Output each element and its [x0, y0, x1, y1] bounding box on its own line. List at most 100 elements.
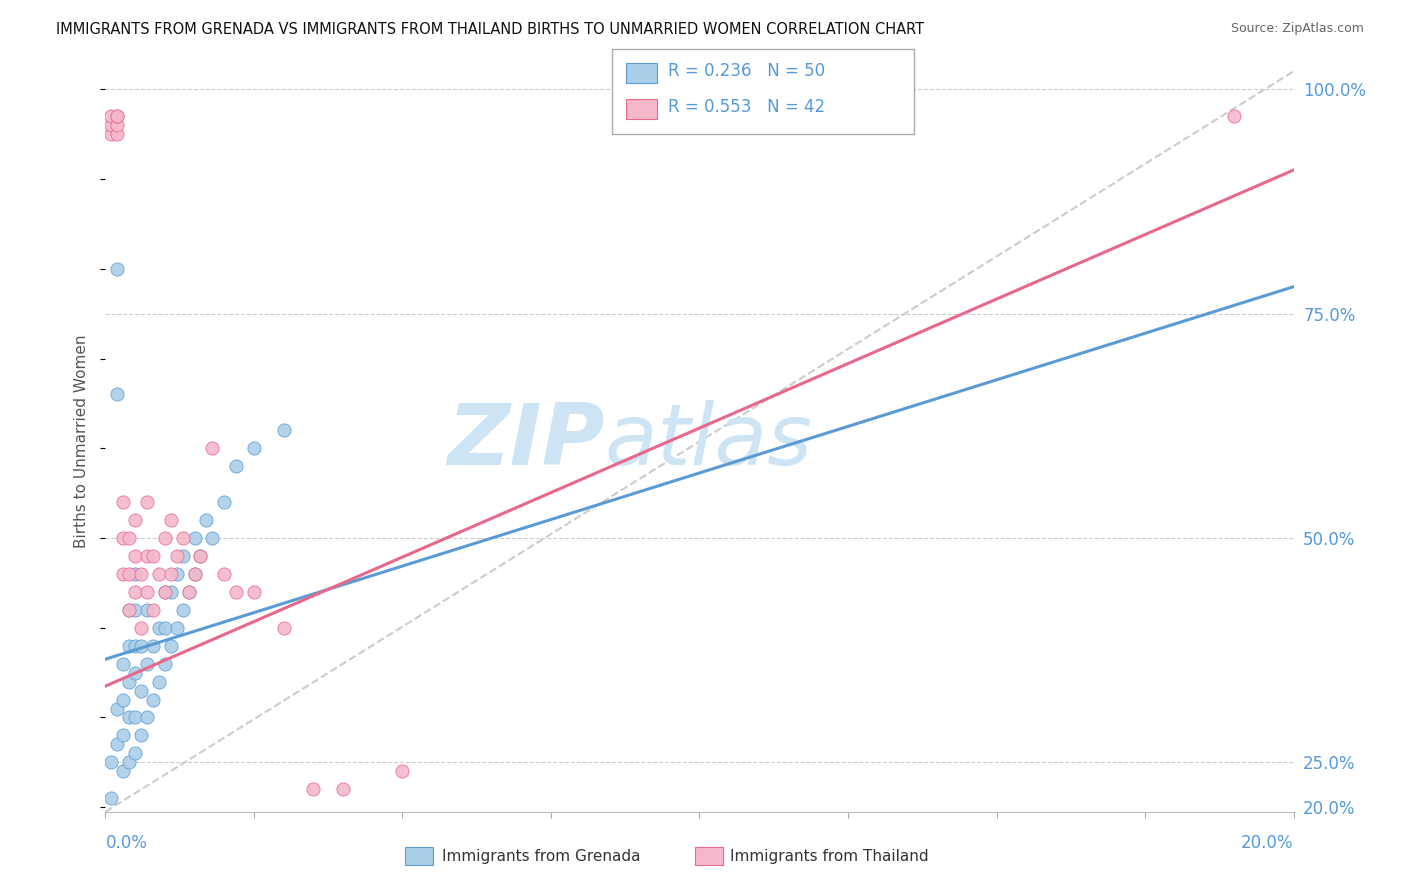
Point — [190, 549, 212, 563]
Point — [166, 566, 188, 581]
Point — [166, 549, 188, 563]
Point — [118, 531, 141, 545]
Point — [391, 764, 413, 779]
Text: Immigrants from Grenada: Immigrants from Grenada — [441, 849, 641, 863]
Point — [105, 261, 128, 276]
Point — [159, 585, 181, 599]
Point — [105, 109, 128, 123]
Point — [124, 603, 146, 617]
Point — [105, 738, 128, 752]
Point — [112, 764, 135, 779]
Point — [124, 639, 146, 653]
Point — [214, 566, 236, 581]
Point — [100, 756, 122, 770]
Point — [225, 585, 247, 599]
Point — [153, 657, 176, 671]
Point — [124, 710, 146, 724]
Point — [136, 603, 159, 617]
Point — [201, 442, 224, 456]
Point — [195, 513, 218, 527]
Point — [153, 621, 176, 635]
Text: Immigrants from Thailand: Immigrants from Thailand — [730, 849, 929, 863]
Point — [159, 513, 181, 527]
Point — [201, 531, 224, 545]
Text: Source: ZipAtlas.com: Source: ZipAtlas.com — [1230, 22, 1364, 36]
Point — [273, 423, 295, 437]
Point — [112, 495, 135, 509]
Text: R = 0.553   N = 42: R = 0.553 N = 42 — [668, 98, 825, 116]
Point — [153, 531, 176, 545]
Point — [129, 639, 152, 653]
Point — [124, 549, 146, 563]
Point — [112, 728, 135, 742]
Point — [124, 665, 146, 680]
Point — [112, 657, 135, 671]
Point — [136, 495, 159, 509]
Point — [100, 118, 122, 132]
Point — [190, 549, 212, 563]
Point — [142, 603, 165, 617]
Point — [225, 459, 247, 474]
Point — [124, 566, 146, 581]
Point — [166, 621, 188, 635]
Point — [214, 495, 236, 509]
Point — [105, 109, 128, 123]
Point — [159, 639, 181, 653]
Point — [177, 585, 200, 599]
Point — [129, 728, 152, 742]
Point — [118, 674, 141, 689]
Point — [142, 639, 165, 653]
Text: 20.0%: 20.0% — [1241, 834, 1294, 852]
Point — [105, 127, 128, 141]
Point — [273, 621, 295, 635]
Point — [172, 531, 194, 545]
Point — [136, 710, 159, 724]
Point — [118, 566, 141, 581]
Point — [148, 621, 170, 635]
Point — [105, 118, 128, 132]
Point — [153, 585, 176, 599]
Point — [118, 603, 141, 617]
Point — [118, 710, 141, 724]
Point — [172, 603, 194, 617]
Point — [183, 566, 205, 581]
Point — [129, 621, 152, 635]
Point — [100, 109, 122, 123]
Point — [105, 387, 128, 401]
Point — [172, 549, 194, 563]
Text: atlas: atlas — [605, 400, 813, 483]
Point — [118, 639, 141, 653]
Point — [183, 531, 205, 545]
Point — [136, 585, 159, 599]
Point — [100, 791, 122, 805]
Point — [142, 692, 165, 706]
Point — [112, 566, 135, 581]
Point — [153, 585, 176, 599]
Point — [118, 603, 141, 617]
Y-axis label: Births to Unmarried Women: Births to Unmarried Women — [75, 334, 90, 549]
Point — [124, 747, 146, 761]
Point — [124, 585, 146, 599]
Point — [148, 566, 170, 581]
Point — [112, 531, 135, 545]
Point — [105, 701, 128, 715]
Point — [302, 782, 325, 797]
Text: ZIP: ZIP — [447, 400, 605, 483]
Text: R = 0.236   N = 50: R = 0.236 N = 50 — [668, 62, 825, 80]
Point — [332, 782, 354, 797]
Point — [142, 549, 165, 563]
Point — [112, 692, 135, 706]
Point — [136, 657, 159, 671]
Text: IMMIGRANTS FROM GRENADA VS IMMIGRANTS FROM THAILAND BIRTHS TO UNMARRIED WOMEN CO: IMMIGRANTS FROM GRENADA VS IMMIGRANTS FR… — [56, 22, 924, 37]
Text: 0.0%: 0.0% — [105, 834, 148, 852]
Point — [136, 549, 159, 563]
Point — [129, 683, 152, 698]
Point — [148, 674, 170, 689]
Point — [159, 566, 181, 581]
Point — [118, 756, 141, 770]
Point — [183, 566, 205, 581]
Point — [177, 585, 200, 599]
Point — [124, 513, 146, 527]
Point — [1223, 109, 1246, 123]
Point — [243, 442, 266, 456]
